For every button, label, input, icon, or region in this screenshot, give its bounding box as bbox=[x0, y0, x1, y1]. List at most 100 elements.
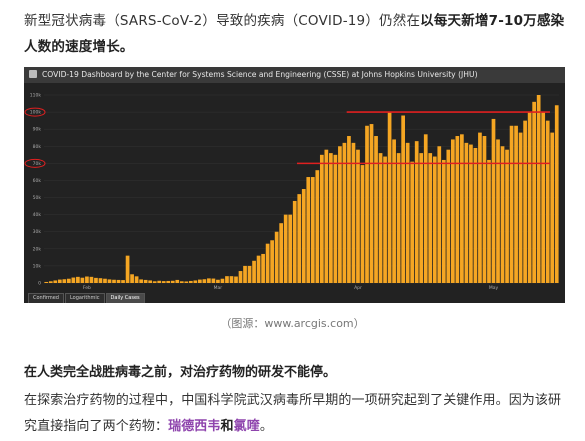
daily-case-bar bbox=[392, 139, 396, 283]
tab-confirmed[interactable]: Confirmed bbox=[28, 293, 64, 303]
daily-case-bar bbox=[71, 277, 76, 283]
daily-case-bar bbox=[414, 141, 419, 283]
daily-case-bar bbox=[319, 154, 324, 283]
daily-case-bar bbox=[279, 223, 284, 283]
daily-case-bar bbox=[356, 149, 360, 283]
daily-case-bar bbox=[161, 281, 166, 283]
y-tick-label: 110k bbox=[30, 93, 42, 99]
daily-case-bar bbox=[107, 279, 112, 283]
drug-chloroquine-link[interactable]: 氯喹 bbox=[233, 419, 260, 434]
daily-case-bar bbox=[198, 279, 202, 283]
daily-case-bar bbox=[157, 280, 162, 283]
daily-case-bar bbox=[216, 279, 220, 283]
daily-case-bar bbox=[441, 159, 446, 283]
daily-case-bar bbox=[85, 276, 89, 283]
daily-case-bar bbox=[80, 277, 85, 283]
daily-case-bar bbox=[532, 101, 537, 283]
daily-case-bar bbox=[66, 278, 71, 283]
daily-case-bar bbox=[130, 274, 134, 283]
daily-case-bar bbox=[523, 120, 527, 283]
conjunction-text: 和 bbox=[220, 419, 234, 434]
daily-case-bar bbox=[229, 276, 234, 283]
daily-case-bar bbox=[500, 146, 505, 283]
intro-paragraph: 新型冠状病毒（SARS-CoV-2）导致的疾病（COVID-19）仍然在以每天新… bbox=[24, 8, 569, 60]
daily-case-bar bbox=[166, 280, 171, 283]
daily-case-bar bbox=[338, 146, 342, 283]
daily-case-bar bbox=[333, 154, 338, 283]
daily-case-bar bbox=[220, 278, 225, 283]
daily-case-bar bbox=[184, 281, 189, 283]
daily-case-bar bbox=[387, 112, 392, 283]
daily-case-bar bbox=[170, 280, 175, 283]
daily-case-bar bbox=[545, 120, 550, 283]
daily-case-bar bbox=[347, 136, 351, 283]
daily-case-bar bbox=[103, 278, 107, 283]
daily-case-bar bbox=[310, 177, 315, 283]
jhu-shield-icon bbox=[29, 70, 37, 78]
x-tick-label: Apr bbox=[354, 285, 362, 291]
intro-bold-text: 以每天新增7-10万感染人数的速度增长。 bbox=[24, 13, 565, 55]
dashboard-title-bar: COVID-19 Dashboard by the Center for Sys… bbox=[24, 67, 565, 83]
daily-case-bar bbox=[225, 276, 229, 283]
daily-case-bar bbox=[89, 276, 94, 283]
daily-case-bar bbox=[152, 281, 157, 283]
y-tick-label: 50k bbox=[33, 195, 42, 201]
y-tick-label: 30k bbox=[33, 229, 42, 235]
daily-case-bar bbox=[148, 280, 153, 283]
daily-case-bar bbox=[405, 142, 410, 283]
y-tick-label: 100k bbox=[30, 110, 42, 116]
x-tick-label: May bbox=[489, 285, 499, 291]
tab-logarithmic[interactable]: Logarithmic bbox=[64, 293, 105, 303]
tab-daily-cases[interactable]: Daily Cases bbox=[105, 293, 145, 303]
daily-case-bar bbox=[252, 260, 256, 283]
daily-case-bar bbox=[469, 144, 473, 283]
section-body: 在探索治疗药物的过程中，中国科学院武汉病毒所早期的一项研究起到了关键作用。因为该… bbox=[24, 393, 562, 434]
daily-case-bar bbox=[518, 132, 523, 283]
daily-case-bar bbox=[143, 279, 148, 283]
reference-lines bbox=[24, 107, 550, 168]
daily-case-bar bbox=[139, 279, 143, 283]
daily-cases-chart: 0 10k 20k 30k 40k 50k 60k 70k 80k 90k 100k 110k Feb… bbox=[24, 93, 559, 291]
daily-case-bar bbox=[351, 142, 356, 283]
daily-case-bar bbox=[419, 153, 424, 283]
daily-case-bar bbox=[527, 112, 532, 283]
daily-case-bar bbox=[324, 149, 329, 283]
y-tick-label: 90k bbox=[33, 127, 42, 133]
daily-case-bar bbox=[243, 265, 247, 283]
intro-text: 新型冠状病毒（SARS-CoV-2）导致的疾病（COVID-19）仍然在 bbox=[24, 13, 421, 29]
daily-case-bar bbox=[374, 136, 378, 283]
daily-case-bar bbox=[125, 255, 130, 283]
daily-case-bar bbox=[401, 115, 405, 283]
daily-case-bar bbox=[297, 194, 302, 283]
daily-case-bar bbox=[292, 200, 297, 283]
figure-caption: （图源：www.arcgis.com） bbox=[220, 317, 365, 330]
daily-case-bar bbox=[410, 161, 415, 283]
y-tick-label: 20k bbox=[33, 246, 42, 252]
daily-case-bar bbox=[283, 214, 288, 283]
x-axis: Feb Mar Apr May bbox=[83, 285, 499, 291]
daily-case-bar bbox=[464, 142, 469, 283]
daily-case-bar bbox=[48, 281, 53, 283]
daily-case-bar bbox=[94, 277, 98, 283]
daily-case-bar bbox=[288, 214, 293, 283]
x-tick-label: Feb bbox=[83, 285, 91, 291]
daily-case-bar bbox=[428, 153, 433, 283]
daily-case-bar bbox=[211, 278, 216, 283]
daily-case-bar bbox=[450, 139, 455, 283]
drug-remdesivir-link[interactable]: 瑞德西韦 bbox=[168, 419, 221, 434]
daily-case-bar bbox=[179, 281, 184, 283]
y-axis: 0 10k 20k 30k 40k 50k 60k 70k 80k 90k 100k 110k bbox=[30, 93, 42, 287]
daily-case-bar bbox=[188, 280, 193, 283]
end-punctuation: 。 bbox=[259, 419, 273, 434]
section-paragraph: 在探索治疗药物的过程中，中国科学院武汉病毒所早期的一项研究起到了关键作用。因为该… bbox=[24, 388, 572, 440]
daily-case-bar bbox=[437, 146, 442, 283]
daily-case-bar bbox=[455, 136, 460, 283]
daily-case-bar bbox=[446, 149, 451, 283]
daily-case-bar bbox=[536, 95, 541, 283]
highlight-circle bbox=[24, 158, 46, 168]
dashboard-title: COVID-19 Dashboard by the Center for Sys… bbox=[42, 70, 478, 79]
daily-case-bar bbox=[550, 132, 555, 283]
y-tick-label: 80k bbox=[33, 144, 42, 150]
daily-case-bar bbox=[62, 279, 67, 283]
daily-case-bar bbox=[396, 153, 401, 283]
